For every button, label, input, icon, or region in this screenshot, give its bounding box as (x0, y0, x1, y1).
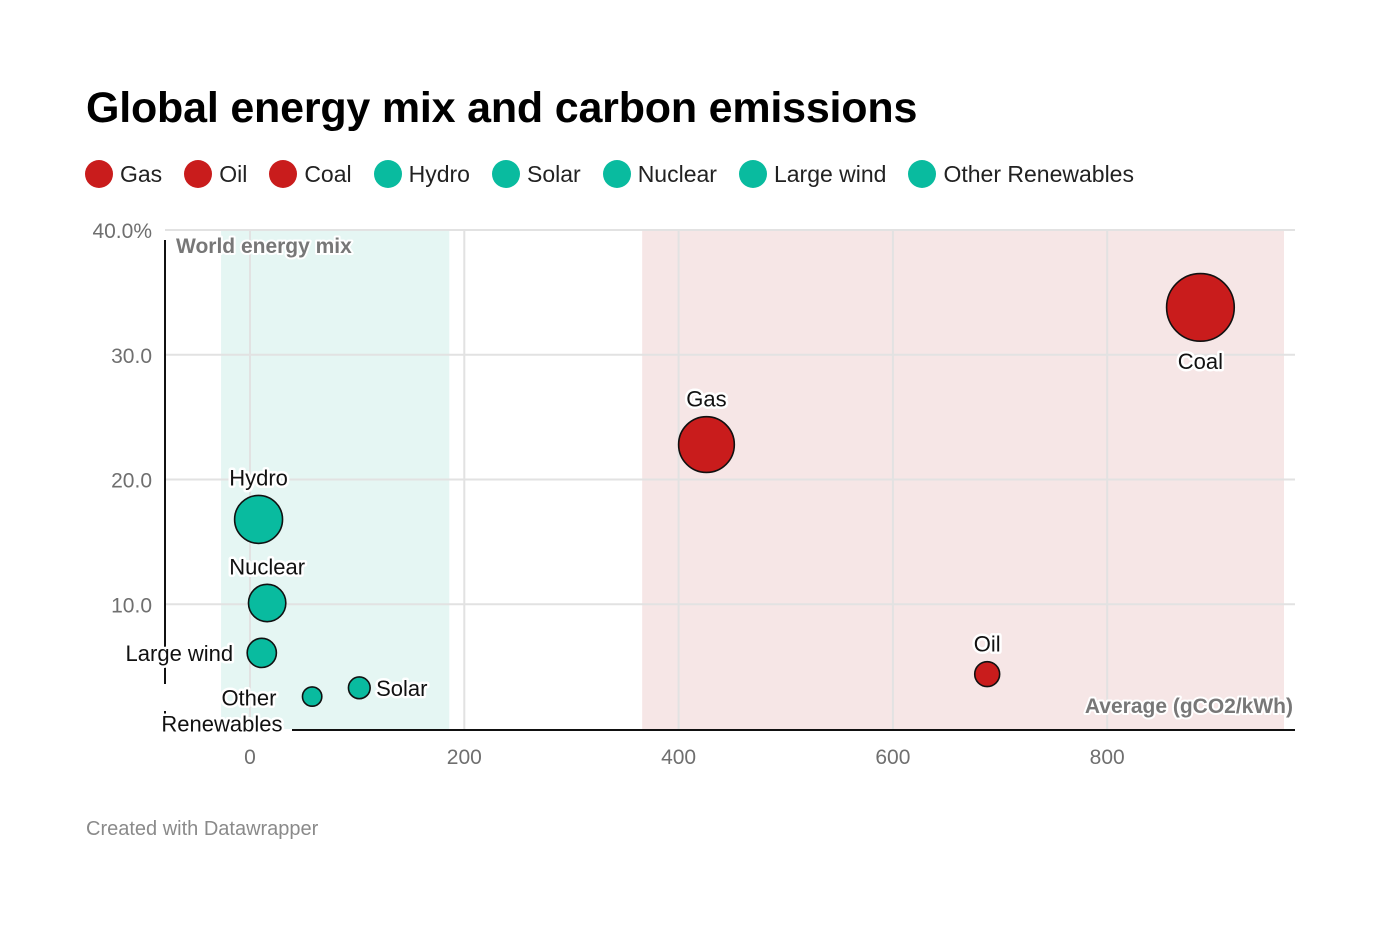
data-label-hydro: Hydro (229, 465, 288, 490)
y-tick-label: 10.0 (111, 594, 152, 617)
y-tick-label: 40.0% (92, 220, 152, 243)
legend-swatch-oil (184, 160, 213, 188)
legend-label-oil: Oil (219, 160, 248, 187)
bubble-nuclear (247, 583, 287, 623)
legend-swatch-coal (269, 160, 298, 188)
bubble-gas (677, 415, 736, 474)
legend-label-gas: Gas (120, 160, 163, 187)
x-tick-label: 400 (661, 746, 696, 769)
footer-credit: Created with Datawrapper (86, 818, 319, 840)
bubble-hydro (233, 494, 284, 545)
bubble-other-renewables (301, 686, 323, 708)
legend-item-other-renewables[interactable]: Other Renewables (908, 160, 1134, 188)
legend-label-coal: Coal (304, 160, 352, 187)
legend-label-large-wind: Large wind (773, 160, 887, 187)
legend-swatch-large-wind (738, 160, 767, 188)
legend-item-gas[interactable]: Gas (85, 160, 162, 188)
data-label-other-renewables-line-1: Other (221, 686, 276, 711)
x-tick-label: 800 (1090, 746, 1125, 769)
data-label-coal: Coal (1178, 349, 1223, 374)
legend: Gas Oil Coal Hydro Solar Nuclear Large w… (85, 156, 1156, 192)
legend-item-hydro[interactable]: Hydro (373, 160, 470, 188)
data-label-nuclear: Nuclear (229, 554, 305, 579)
legend-label-other-renewables: Other Renewables (943, 160, 1134, 187)
bubble-solar (347, 676, 371, 700)
x-tick-label: 200 (447, 746, 482, 769)
y-tick-label: 30.0 (111, 345, 152, 368)
data-label-large-wind: Large wind (126, 641, 234, 666)
x-axis-label: Average (gCO2/kWh) (1085, 695, 1293, 718)
bubble-large-wind (246, 637, 278, 669)
legend-swatch-gas (85, 160, 113, 188)
legend-label-nuclear: Nuclear (637, 160, 717, 187)
data-label-oil: Oil (974, 632, 1001, 657)
legend-swatch-hydro (373, 160, 402, 188)
legend-item-nuclear[interactable]: Nuclear (602, 160, 717, 188)
x-tick-label: 600 (875, 746, 910, 769)
bubble-coal (1165, 272, 1236, 342)
y-axis-label: World energy mix (176, 235, 352, 258)
legend-item-large-wind[interactable]: Large wind (738, 160, 887, 188)
data-label-solar: Solar (376, 676, 427, 701)
x-tick-label: 0 (244, 746, 256, 769)
legend-label-hydro: Hydro (408, 160, 470, 187)
legend-swatch-other-renewables (908, 160, 937, 188)
legend-swatch-nuclear (602, 160, 631, 188)
legend-item-coal[interactable]: Coal (269, 160, 352, 188)
data-label-other-renewables-line-2: Renewables (161, 712, 282, 737)
legend-swatch-solar (491, 160, 520, 188)
legend-label-solar: Solar (526, 160, 581, 187)
y-tick-label: 20.0 (111, 470, 152, 493)
page-title: Global energy mix and carbon emissions (86, 84, 918, 132)
bubble-oil (973, 660, 1001, 688)
legend-item-solar[interactable]: Solar (491, 160, 581, 188)
legend-item-oil[interactable]: Oil (184, 160, 247, 188)
data-label-gas: Gas (686, 387, 726, 412)
